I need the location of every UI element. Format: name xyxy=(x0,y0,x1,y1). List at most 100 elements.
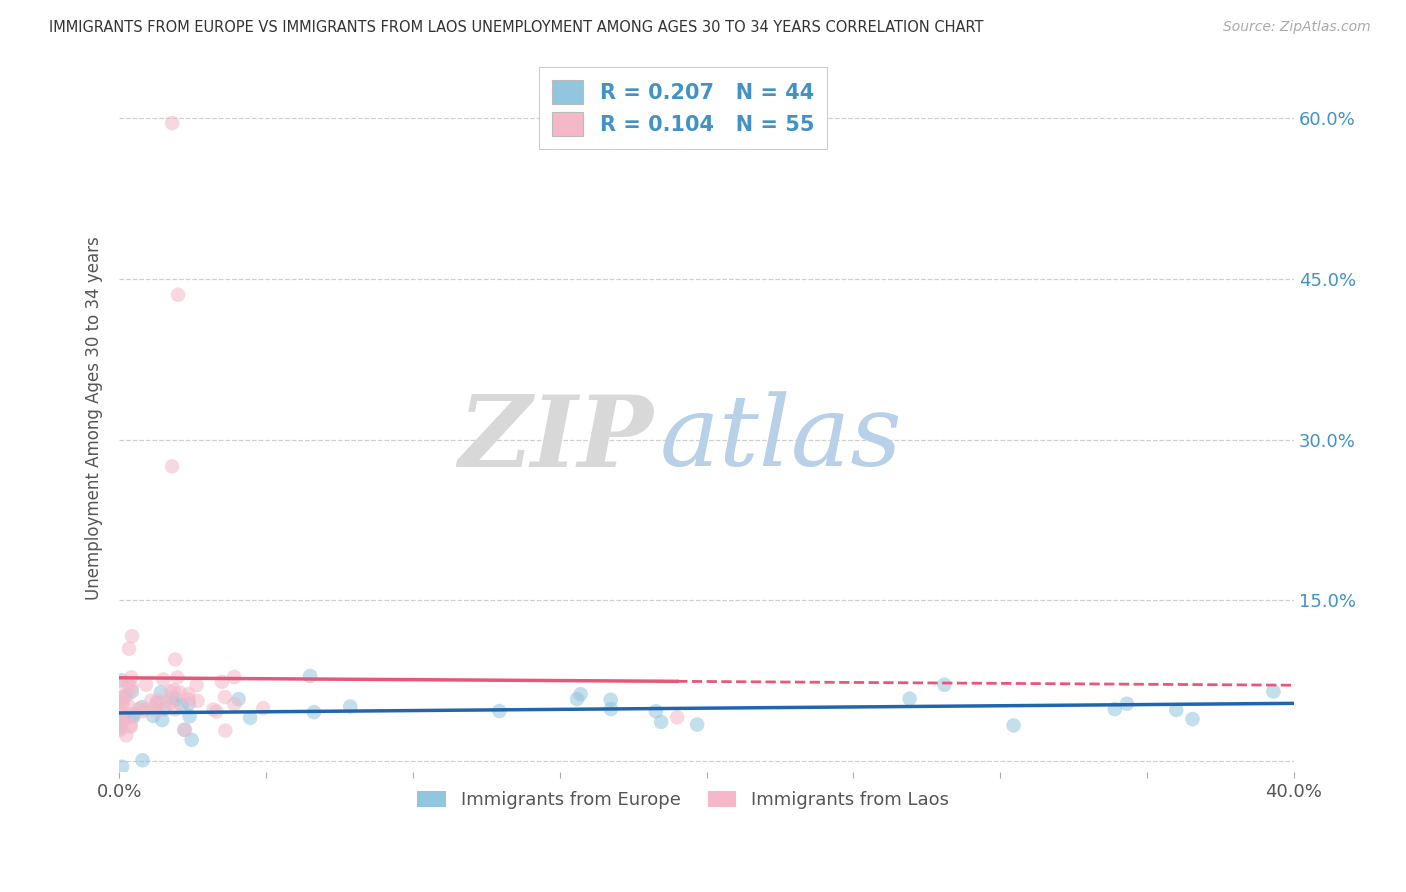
Point xyxy=(169,685,191,699)
Point xyxy=(163,702,186,716)
Point xyxy=(111,715,134,730)
Point xyxy=(177,697,200,711)
Point xyxy=(122,707,145,722)
Point xyxy=(569,687,592,701)
Text: Source: ZipAtlas.com: Source: ZipAtlas.com xyxy=(1223,20,1371,34)
Point xyxy=(177,687,200,701)
Point xyxy=(153,701,176,715)
Point xyxy=(166,670,188,684)
Point xyxy=(177,692,200,706)
Point xyxy=(252,701,274,715)
Point xyxy=(114,690,136,704)
Text: IMMIGRANTS FROM EUROPE VS IMMIGRANTS FROM LAOS UNEMPLOYMENT AMONG AGES 30 TO 34 : IMMIGRANTS FROM EUROPE VS IMMIGRANTS FRO… xyxy=(49,20,984,35)
Y-axis label: Unemployment Among Ages 30 to 34 years: Unemployment Among Ages 30 to 34 years xyxy=(86,236,103,600)
Point xyxy=(111,695,134,709)
Point xyxy=(152,696,174,710)
Point xyxy=(170,698,193,712)
Point xyxy=(112,692,135,706)
Point xyxy=(898,691,921,706)
Point xyxy=(224,697,246,711)
Point xyxy=(108,722,131,736)
Point xyxy=(120,720,142,734)
Point xyxy=(128,702,150,716)
Point xyxy=(110,723,132,737)
Point xyxy=(122,710,145,724)
Point xyxy=(110,690,132,705)
Point xyxy=(934,678,956,692)
Point xyxy=(121,629,143,643)
Point xyxy=(1166,703,1188,717)
Point xyxy=(110,673,132,688)
Point xyxy=(666,710,689,724)
Point xyxy=(131,700,153,714)
Point xyxy=(165,692,187,706)
Point xyxy=(214,723,236,738)
Point xyxy=(339,699,361,714)
Point xyxy=(1104,702,1126,716)
Point xyxy=(120,670,142,684)
Point xyxy=(186,678,208,692)
Point xyxy=(214,690,236,704)
Point xyxy=(600,702,623,716)
Point xyxy=(179,709,201,723)
Point xyxy=(118,641,141,656)
Point xyxy=(114,676,136,690)
Point xyxy=(173,723,195,737)
Point xyxy=(121,680,143,694)
Point xyxy=(139,694,162,708)
Point xyxy=(131,753,153,767)
Point xyxy=(146,693,169,707)
Point xyxy=(163,683,186,698)
Point xyxy=(180,732,202,747)
Point xyxy=(299,669,322,683)
Point xyxy=(152,673,174,687)
Point xyxy=(111,760,134,774)
Text: atlas: atlas xyxy=(659,392,903,487)
Point xyxy=(115,728,138,742)
Point xyxy=(117,688,139,702)
Point xyxy=(115,711,138,725)
Point xyxy=(686,717,709,731)
Point xyxy=(131,704,153,718)
Point xyxy=(112,700,135,714)
Point xyxy=(1181,712,1204,726)
Point xyxy=(488,704,510,718)
Point xyxy=(160,116,183,130)
Point xyxy=(159,696,181,710)
Point xyxy=(565,692,588,706)
Point xyxy=(108,717,131,731)
Point xyxy=(1263,684,1285,698)
Point xyxy=(120,718,142,732)
Point xyxy=(224,670,246,684)
Point xyxy=(112,712,135,726)
Point xyxy=(650,714,672,729)
Point xyxy=(228,692,250,706)
Point xyxy=(1116,697,1139,711)
Point xyxy=(150,713,173,727)
Point xyxy=(135,678,157,692)
Point xyxy=(302,705,325,719)
Point xyxy=(599,692,621,706)
Point xyxy=(149,685,172,699)
Point xyxy=(211,674,233,689)
Point xyxy=(146,704,169,718)
Point xyxy=(110,716,132,731)
Point xyxy=(146,696,169,710)
Point xyxy=(174,723,197,737)
Point xyxy=(134,703,156,717)
Point xyxy=(1002,718,1025,732)
Point xyxy=(167,287,190,301)
Point xyxy=(162,690,184,705)
Text: ZIP: ZIP xyxy=(458,391,654,488)
Point xyxy=(205,705,228,719)
Point xyxy=(239,711,262,725)
Legend: Immigrants from Europe, Immigrants from Laos: Immigrants from Europe, Immigrants from … xyxy=(411,783,956,816)
Point xyxy=(118,699,141,714)
Point xyxy=(111,706,134,720)
Point xyxy=(142,709,165,723)
Point xyxy=(159,684,181,698)
Point xyxy=(143,698,166,713)
Point xyxy=(644,704,666,718)
Point xyxy=(117,677,139,691)
Point xyxy=(121,684,143,698)
